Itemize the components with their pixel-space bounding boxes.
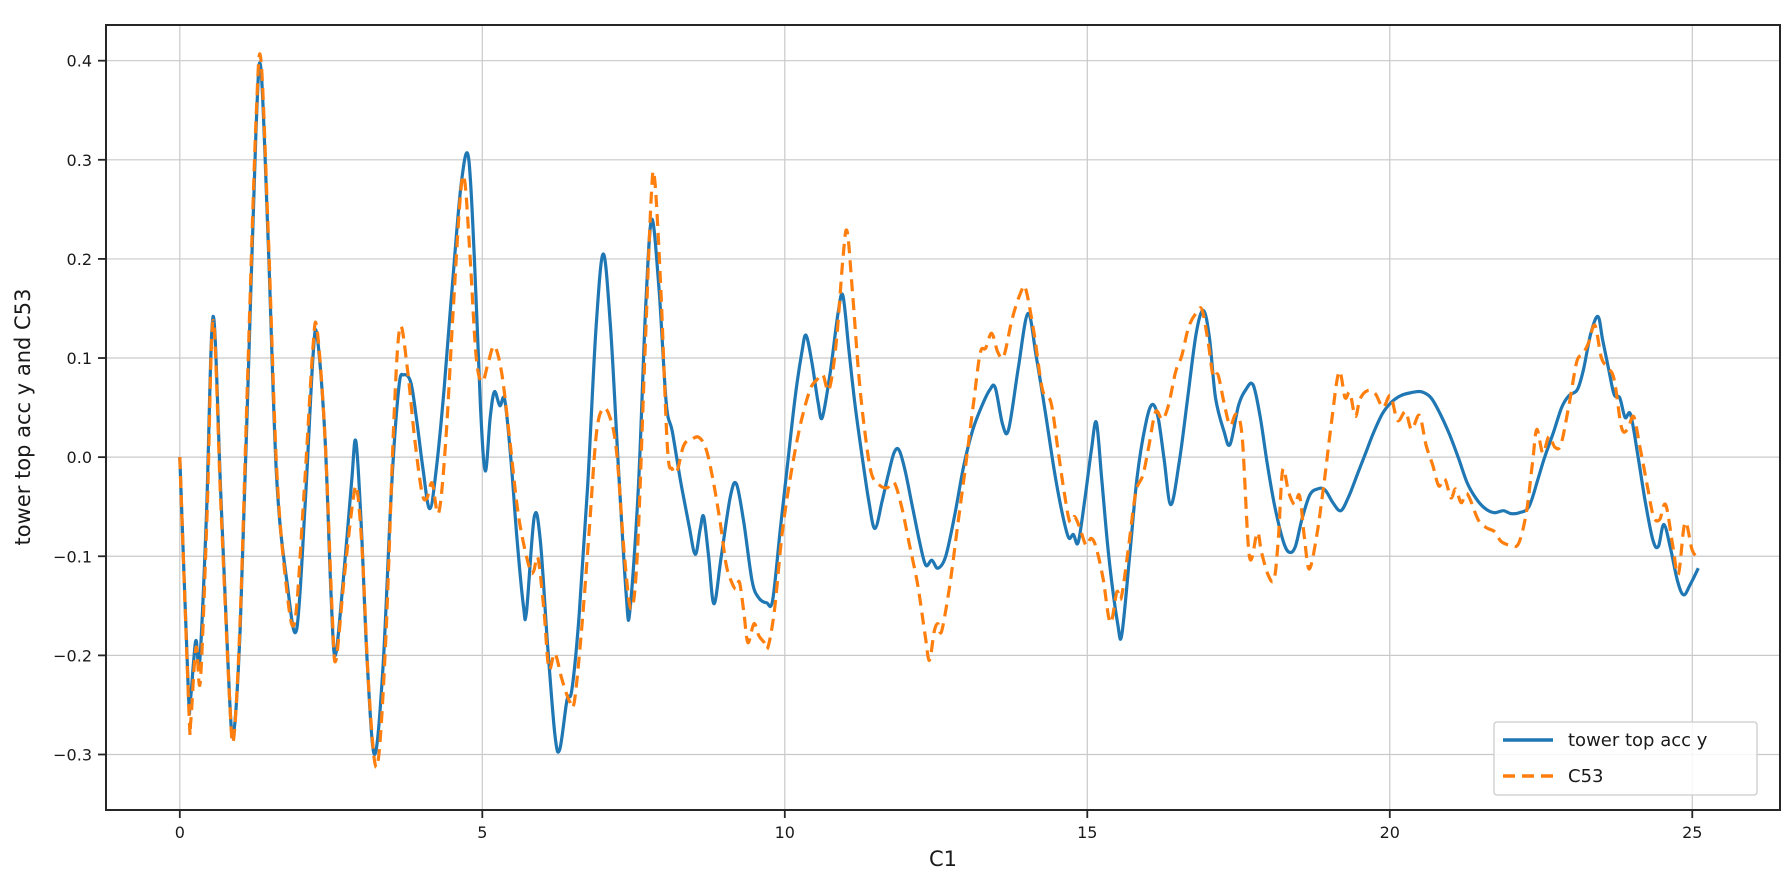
x-tick-label: 0 xyxy=(175,823,185,842)
y-tick-label: 0.4 xyxy=(67,52,92,71)
data-series xyxy=(178,52,1701,769)
y-tick-label: 0.1 xyxy=(67,349,92,368)
axes-frame xyxy=(105,24,1781,811)
y-tick-label: −0.3 xyxy=(53,745,92,764)
y-tick-label: 0.0 xyxy=(67,448,92,467)
x-axis-label: C1 xyxy=(929,847,957,871)
y-tick-label: −0.1 xyxy=(53,547,92,566)
x-tick-label: 20 xyxy=(1380,823,1400,842)
x-tick-label: 15 xyxy=(1077,823,1097,842)
y-tick-label: 0.3 xyxy=(67,151,92,170)
x-tick-label: 10 xyxy=(775,823,795,842)
grid-lines xyxy=(106,25,1780,810)
y-axis-label: tower top acc y and C53 xyxy=(11,289,35,546)
legend-label-c53: C53 xyxy=(1568,766,1603,787)
tick-labels: 0 5 10 15 20 25 0.4 0.3 0.2 0.1 0.0 −0.1 −0.2 −0.3 xyxy=(53,52,1702,842)
series-line-c53 xyxy=(178,52,1701,769)
x-tick-label: 5 xyxy=(477,823,487,842)
legend-label-tower-top-acc-y: tower top acc y xyxy=(1568,730,1708,751)
series-line-tower-top-acc-y xyxy=(178,61,1700,757)
x-tick-label: 25 xyxy=(1682,823,1702,842)
legend-box: tower top acc y C53 xyxy=(1493,721,1758,796)
y-tick-label: −0.2 xyxy=(53,646,92,665)
legend-frame xyxy=(1493,721,1758,796)
tick-marks xyxy=(98,59,1694,818)
y-tick-label: 0.2 xyxy=(67,250,92,269)
